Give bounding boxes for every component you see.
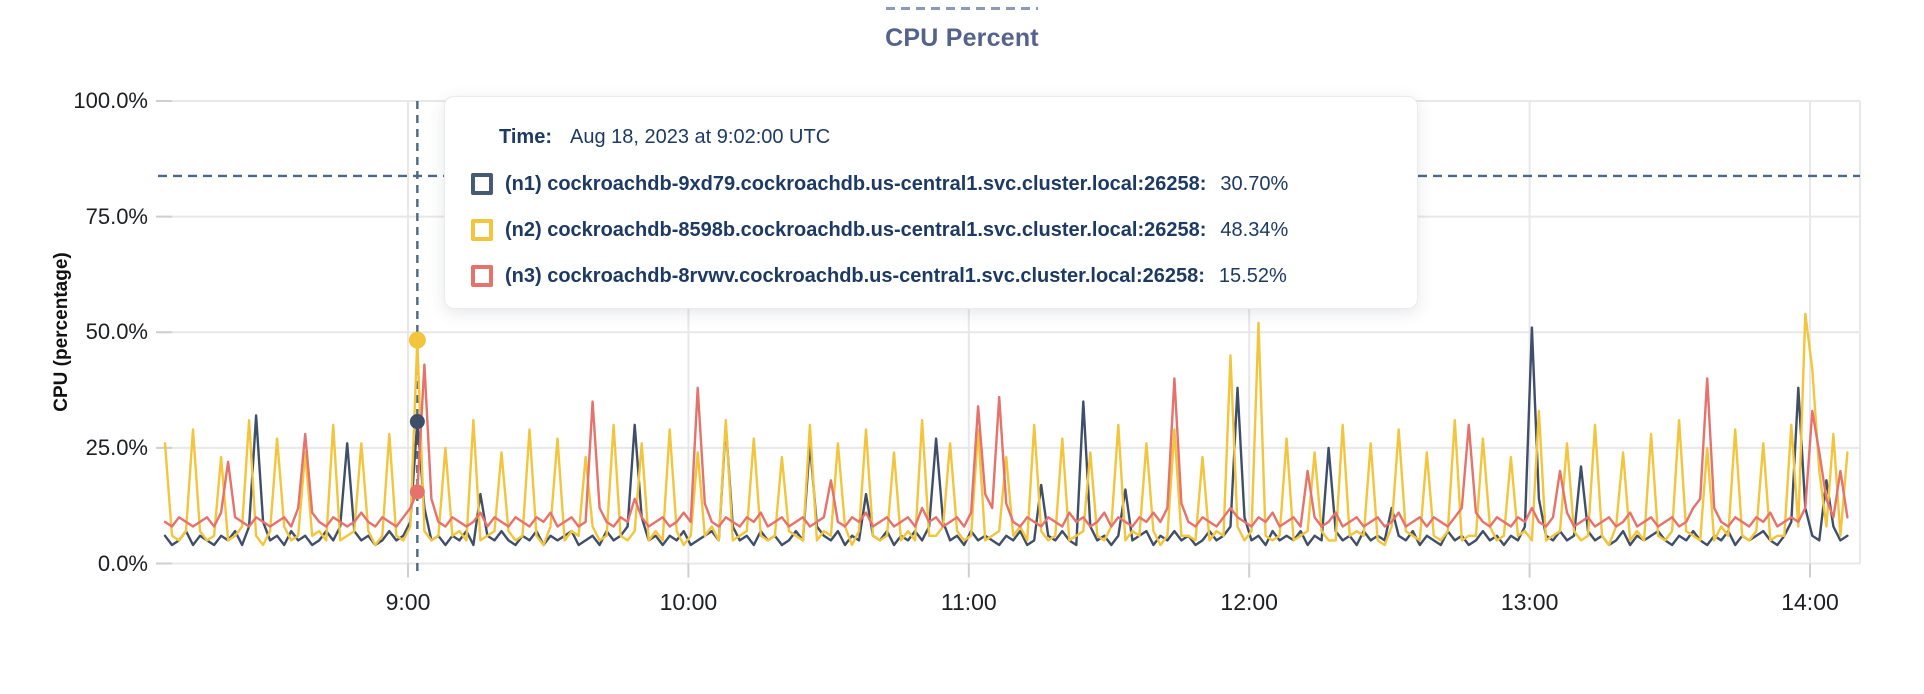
x-tick-label: 12:00 <box>1220 589 1278 615</box>
series-line-n3 <box>163 363 1849 528</box>
tooltip-series-value: 15.52% <box>1218 264 1287 287</box>
y-tick-label: 100.0% <box>73 88 148 113</box>
y-tick-label: 75.0% <box>85 203 148 229</box>
cursor-dot-n2 <box>408 331 426 349</box>
tooltip-series-row-n3: (n3) cockroachdb-8rvwv.cockroachdb.us-ce… <box>471 265 1393 287</box>
tooltip-series-row-n1: (n1) cockroachdb-9xd79.cockroachdb.us-ce… <box>471 173 1393 195</box>
tooltip-time-label: Time: <box>499 125 552 148</box>
chart-title: CPU Percent <box>885 24 1039 52</box>
cursor-dot-n1 <box>409 414 425 430</box>
x-tick-label: 10:00 <box>659 589 718 615</box>
tooltip-series-label: (n3) cockroachdb-8rvwv.cockroachdb.us-ce… <box>505 264 1205 287</box>
tooltip-series-row-n2: (n2) cockroachdb-8598b.cockroachdb.us-ce… <box>471 219 1393 241</box>
x-tick-label: 13:00 <box>1500 589 1559 615</box>
tooltip-series-label: (n1) cockroachdb-9xd79.cockroachdb.us-ce… <box>505 172 1207 195</box>
series-line-n2 <box>163 312 1849 547</box>
tooltip-time-value: Aug 18, 2023 at 9:02:00 UTC <box>569 125 831 148</box>
series-swatch-icon <box>471 219 493 241</box>
series-line-n1 <box>163 326 1849 547</box>
x-tick-label: 9:00 <box>385 589 431 615</box>
tooltip-series-value: 30.70% <box>1220 172 1289 195</box>
y-tick-label: 50.0% <box>85 319 148 345</box>
cursor-dot-n3 <box>409 484 425 500</box>
chart-title-dashed-underline <box>886 7 1038 10</box>
hover-tooltip: Time: Aug 18, 2023 at 9:02:00 UTC (n1) c… <box>444 96 1418 309</box>
y-tick-label: 0.0% <box>97 550 148 576</box>
x-tick-label: 11:00 <box>940 589 997 615</box>
tooltip-series-label: (n2) cockroachdb-8598b.cockroachdb.us-ce… <box>505 218 1207 241</box>
x-tick-label: 14:00 <box>1781 589 1839 615</box>
series-swatch-icon <box>471 173 493 195</box>
y-tick-label: 25.0% <box>85 434 148 460</box>
tooltip-time-row: Time: Aug 18, 2023 at 9:02:00 UTC <box>499 126 1393 148</box>
tooltip-series-value: 48.34% <box>1220 218 1289 241</box>
series-swatch-icon <box>471 265 493 287</box>
